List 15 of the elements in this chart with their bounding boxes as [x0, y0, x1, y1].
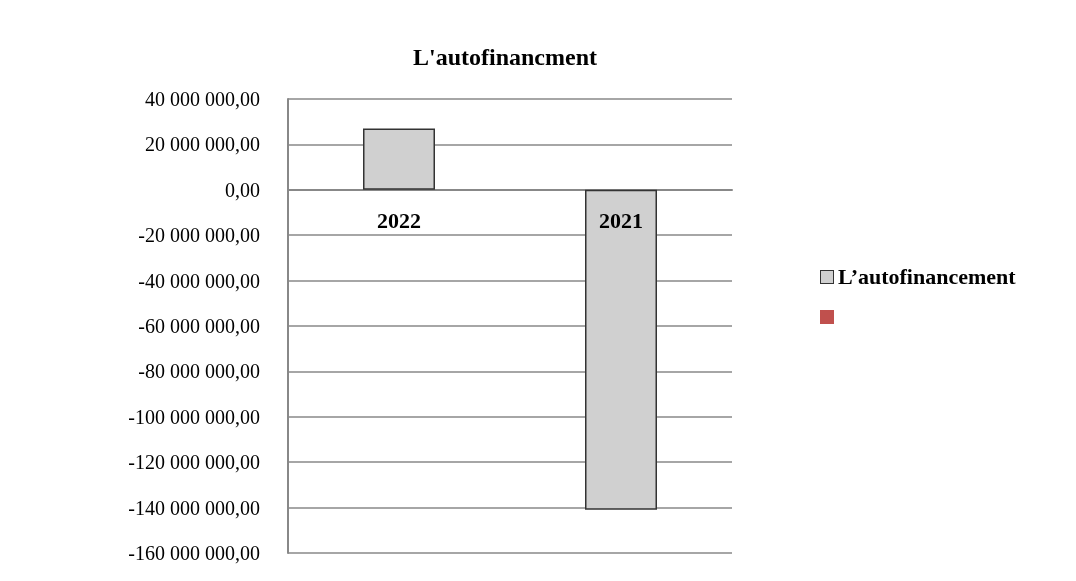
y-tick-label: 20 000 000,00	[145, 133, 260, 156]
chart-title: L'autofinancment	[412, 44, 598, 70]
x-tick-label: 2021	[599, 208, 643, 234]
y-tick-label: 40 000 000,00	[145, 88, 260, 110]
y-tick-label: 0,00	[225, 178, 260, 201]
y-tick-label: -120 000 000,00	[128, 451, 260, 474]
y-tick-label: -160 000 000,00	[128, 542, 260, 564]
y-tick-label: -80 000 000,00	[138, 360, 260, 383]
legend-label: L’autofinancement	[838, 264, 1016, 290]
y-tick-label: -140 000 000,00	[128, 496, 260, 519]
y-tick-label: -40 000 000,00	[138, 269, 260, 292]
x-tick-label: 2022	[377, 208, 421, 234]
y-tick-label: -60 000 000,00	[138, 315, 260, 337]
y-tick-label: -100 000 000,00	[128, 405, 260, 428]
y-tick-label: -20 000 000,00	[138, 224, 260, 247]
